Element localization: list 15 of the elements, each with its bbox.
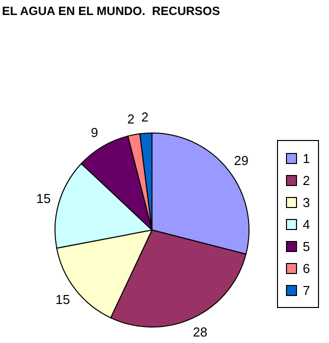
data-label: 9: [90, 125, 98, 140]
legend-label: 4: [302, 216, 310, 232]
chart-title: EL AGUA EN EL MUNDO. RECURSOS: [2, 4, 220, 18]
legend-label: 1: [302, 150, 310, 166]
legend-label: 3: [302, 194, 310, 210]
legend-label: 5: [302, 238, 310, 254]
data-label: 15: [36, 190, 51, 206]
data-label: 2: [127, 112, 134, 126]
data-label: 29: [234, 153, 249, 168]
data-label: 2: [141, 110, 149, 125]
legend-label: 6: [302, 260, 310, 276]
data-label: 28: [192, 324, 208, 340]
legend-label: 7: [302, 282, 310, 298]
data-label: 15: [55, 292, 70, 307]
legend-label: 2: [302, 172, 310, 188]
